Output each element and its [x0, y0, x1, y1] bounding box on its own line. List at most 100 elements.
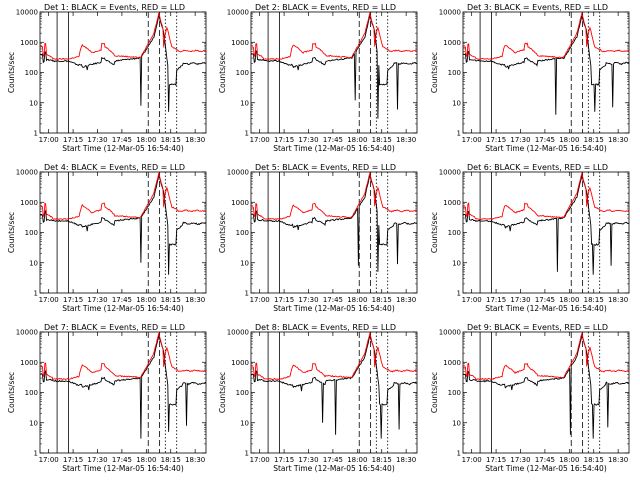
y-tick-label: 1: [34, 450, 38, 458]
lld-series-line: [463, 332, 629, 381]
x-tick-label: 17:00: [462, 456, 482, 464]
panel-det-8: Det 8: BLACK = Events, RED = LLD 1 10 100 10…: [218, 323, 418, 473]
x-axis-title: Start Time (12-Mar-05 16:54:40): [62, 304, 184, 313]
x-tick-label: 18:15: [584, 136, 604, 144]
events-series-line: [40, 15, 206, 112]
lld-series-line: [40, 12, 206, 60]
x-tick-label: 18:15: [584, 456, 604, 464]
x-axis-title: Start Time (12-Mar-05 16:54:40): [485, 144, 607, 153]
x-tick-label: 18:00: [347, 296, 367, 304]
x-tick-label: 18:15: [372, 456, 392, 464]
x-tick-label: 17:45: [323, 136, 343, 144]
x-tick-label: 18:30: [608, 296, 628, 304]
x-axis-title: Start Time (12-Mar-05 16:54:40): [62, 464, 184, 473]
x-tick-label: 18:15: [161, 456, 181, 464]
y-tick-label: 100: [25, 229, 38, 237]
x-tick-label: 17:45: [112, 456, 132, 464]
x-tick-label: 17:00: [462, 296, 482, 304]
plot-area: [251, 332, 417, 453]
panel-det-7: Det 7: BLACK = Events, RED = LLD 1 10 100 10…: [7, 323, 207, 473]
panel-title: Det 5: BLACK = Events, RED = LLD: [255, 163, 396, 172]
y-tick-label: 1: [457, 450, 461, 458]
x-tick-label: 18:15: [372, 296, 392, 304]
x-tick-label: 17:45: [535, 136, 555, 144]
y-tick-label: 10000: [16, 329, 38, 337]
x-tick-label: 17:00: [250, 456, 270, 464]
lld-series-line: [251, 332, 417, 380]
plot-area: [463, 332, 629, 453]
x-axis-title: Start Time (12-Mar-05 16:54:40): [485, 464, 607, 473]
x-tick-label: 18:30: [608, 456, 628, 464]
y-tick-label: 10000: [16, 9, 38, 17]
y-tick-label: 10000: [439, 169, 461, 177]
y-tick-label: 100: [236, 389, 249, 397]
events-series-line: [463, 174, 629, 275]
y-tick-label: 100: [236, 69, 249, 77]
x-axis-title: Start Time (12-Mar-05 16:54:40): [62, 144, 184, 153]
panel-det-5: Det 5: BLACK = Events, RED = LLD 1 10 100 10…: [218, 163, 418, 313]
x-tick-label: 18:00: [347, 136, 367, 144]
x-axis-title: Start Time (12-Mar-05 16:54:40): [273, 144, 395, 153]
y-tick-label: 1: [34, 290, 38, 298]
x-tick-label: 17:00: [462, 136, 482, 144]
x-tick-label: 17:45: [323, 296, 343, 304]
x-tick-label: 18:15: [161, 136, 181, 144]
x-tick-label: 18:00: [559, 136, 579, 144]
x-tick-label: 17:45: [112, 136, 132, 144]
events-series-line: [463, 15, 629, 115]
x-tick-label: 17:30: [510, 296, 530, 304]
x-axis-title: Start Time (12-Mar-05 16:54:40): [273, 304, 395, 313]
x-tick-label: 18:00: [559, 456, 579, 464]
events-series-line: [251, 14, 417, 119]
y-tick-label: 1000: [443, 199, 461, 207]
panel-title: Det 3: BLACK = Events, RED = LLD: [467, 3, 608, 12]
events-series-line: [40, 334, 206, 439]
plot-area: [251, 12, 417, 133]
y-tick-label: 1: [457, 130, 461, 138]
panel-title: Det 6: BLACK = Events, RED = LLD: [467, 163, 608, 172]
x-tick-label: 18:15: [161, 296, 181, 304]
x-tick-label: 18:30: [396, 456, 416, 464]
x-tick-label: 18:30: [185, 136, 205, 144]
y-tick-label: 10000: [227, 329, 249, 337]
x-tick-label: 18:00: [136, 136, 156, 144]
x-tick-label: 17:45: [535, 296, 555, 304]
y-tick-label: 1000: [20, 199, 38, 207]
x-tick-label: 17:45: [535, 456, 555, 464]
plot-area: [40, 12, 206, 133]
x-tick-label: 17:30: [87, 296, 107, 304]
y-tick-label: 1000: [231, 199, 249, 207]
lld-series-line: [40, 172, 206, 221]
lld-series-line: [463, 12, 629, 61]
y-tick-label: 10: [29, 419, 38, 427]
y-tick-label: 100: [448, 229, 461, 237]
x-tick-label: 17:45: [323, 456, 343, 464]
events-series-line: [40, 174, 206, 275]
y-axis-title: Counts/sec: [430, 372, 439, 413]
y-tick-label: 1000: [443, 39, 461, 47]
y-axis-title: Counts/sec: [7, 372, 16, 413]
x-tick-label: 18:00: [136, 456, 156, 464]
x-tick-label: 17:15: [486, 296, 506, 304]
y-tick-label: 1: [457, 290, 461, 298]
plot-area: [463, 172, 629, 293]
x-tick-label: 17:30: [87, 136, 107, 144]
x-tick-label: 18:00: [136, 296, 156, 304]
x-tick-label: 17:00: [250, 296, 270, 304]
x-tick-label: 18:30: [185, 296, 205, 304]
lld-series-line: [251, 12, 417, 61]
y-tick-label: 100: [448, 389, 461, 397]
y-tick-label: 10: [452, 99, 461, 107]
plot-area: [40, 172, 206, 293]
y-tick-label: 100: [448, 69, 461, 77]
x-tick-label: 17:15: [486, 456, 506, 464]
x-tick-label: 17:00: [39, 456, 59, 464]
x-tick-label: 18:30: [185, 456, 205, 464]
x-tick-label: 17:15: [274, 136, 294, 144]
y-tick-label: 1: [245, 290, 249, 298]
x-tick-label: 17:30: [510, 136, 530, 144]
x-axis-title: Start Time (12-Mar-05 16:54:40): [273, 464, 395, 473]
panel-det-4: Det 4: BLACK = Events, RED = LLD 1 10 100 10…: [7, 163, 207, 313]
y-tick-label: 10: [29, 259, 38, 267]
